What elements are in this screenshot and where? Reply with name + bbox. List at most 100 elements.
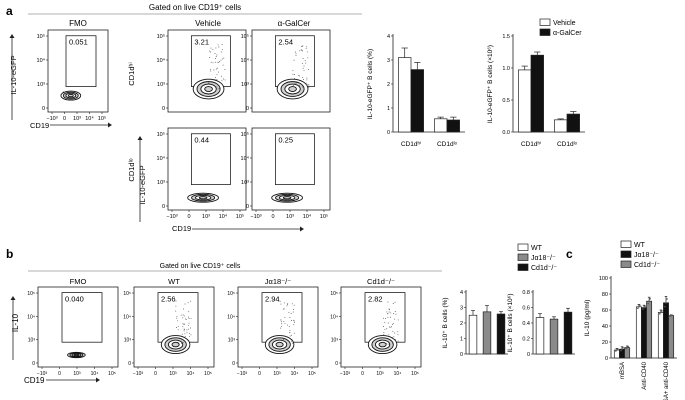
legend-swatch: [620, 240, 632, 248]
replicate-point: [661, 310, 663, 312]
flow-y-tick-label: 10⁴: [227, 314, 235, 320]
flow-event-dot: [176, 327, 177, 328]
flow-event-dot: [177, 341, 179, 343]
flow-event-dot: [221, 79, 223, 81]
flow-event-dot: [216, 54, 218, 56]
bar-y-tick-label: 80: [602, 292, 608, 298]
replicate-point: [649, 298, 651, 300]
replicate-point: [639, 304, 641, 307]
replicate-point: [666, 298, 668, 300]
flow-y-tick-label: 10⁵: [330, 291, 338, 297]
bar-charts-layer: 0 1 2 3 4 IL-10-eGFP⁺ B cells (%) CD1dʰⁱ CD1dˡᵒ…: [367, 18, 677, 400]
bar-y-tick-label: 0.0: [502, 130, 510, 136]
flow-event-dot: [209, 68, 211, 70]
panel-b-letter: b: [6, 247, 13, 261]
flow-y-tick-label: 0: [232, 361, 235, 367]
flow-event-dot: [300, 49, 302, 51]
flow-y-tick-label: 10³: [37, 82, 45, 88]
flow-event-dot: [183, 315, 185, 317]
flow-event-dot: [394, 311, 396, 312]
flow-event-dot: [287, 303, 289, 305]
flow-plot: 0.44: [167, 127, 247, 211]
flow-x-tick-label: 10⁴: [187, 371, 195, 377]
flow-event-dot: [392, 337, 393, 339]
flow-density-contour: [282, 196, 292, 200]
flow-event-dot: [303, 65, 305, 67]
flow-x-tick-label: −10³: [37, 371, 47, 377]
flow-event-dot: [295, 53, 297, 55]
flow-event-dot: [291, 303, 293, 305]
panel-a-fmo-x-arrowhead: [108, 122, 112, 128]
flow-event-dot: [219, 61, 221, 63]
flow-event-dot: [308, 87, 310, 89]
flow-event-dot: [215, 56, 217, 57]
flow-gate-percent: 3.21: [194, 38, 209, 47]
flow-x-tick-label: −10³: [46, 116, 57, 122]
flow-event-dot: [280, 327, 282, 329]
flow-x-tick-label: 10⁴: [85, 115, 94, 122]
flow-event-dot: [218, 87, 220, 89]
flow-event-dot: [291, 320, 292, 321]
bar-y-tick-label: 0.2: [522, 337, 530, 343]
flow-event-dot: [281, 326, 283, 328]
flow-event-dot: [383, 326, 384, 327]
flow-density-contour: [275, 341, 284, 348]
bar: [641, 307, 647, 359]
replicate-point: [626, 346, 628, 349]
bar-category-label: mBSA+ anti-CD40: [664, 361, 670, 400]
bar-category-label: CD1dʰⁱ: [521, 140, 541, 148]
replicate-point: [616, 349, 618, 351]
flow-x-tick-label: 0: [361, 371, 364, 377]
replicate-point: [615, 350, 617, 352]
flow-event-dot: [184, 303, 186, 305]
flow-x-tick-label: 10⁴: [91, 371, 99, 377]
flow-event-dot: [298, 74, 300, 76]
flow-y-tick-label: 10⁵: [123, 291, 131, 297]
flow-event-dot: [301, 86, 303, 88]
flow-event-dot: [308, 69, 309, 71]
flow-event-dot: [305, 62, 307, 64]
flow-event-dot: [299, 82, 301, 84]
panel-b-y-arrowhead: [10, 296, 16, 300]
flow-event-dot: [305, 47, 307, 49]
panel-a-row2-label: CD1dˡᵒ: [127, 158, 136, 181]
flow-event-dot: [389, 316, 391, 318]
flow-event-dot: [220, 75, 222, 77]
legend-swatch: [620, 250, 632, 258]
flow-x-tick-label: −10³: [340, 371, 350, 377]
flow-event-dot: [386, 311, 388, 313]
bar: [530, 54, 544, 133]
flow-event-dot: [305, 82, 307, 84]
bar-y-tick-label: 40: [602, 324, 608, 330]
flow-y-tick-label: 10³: [28, 338, 36, 344]
flow-event-dot: [302, 50, 303, 52]
flow-event-dot: [222, 48, 224, 50]
flow-event-dot: [221, 44, 223, 45]
flow-y-tick-label: 10⁵: [157, 131, 165, 138]
bar-y-tick-label: 3: [460, 306, 463, 312]
panel-a-row1-label: CD1dʰⁱ: [127, 62, 136, 85]
flow-gate-percent: 0.040: [65, 295, 84, 304]
flow-gate-percent: 2.56: [161, 295, 176, 304]
panel-b-plot-title: Cd1d⁻/⁻: [367, 277, 395, 286]
flow-event-dot: [290, 313, 292, 315]
bar: [496, 313, 506, 355]
flow-event-dot: [304, 60, 306, 62]
flow-event-dot: [217, 67, 219, 69]
flow-gate-box: [190, 133, 231, 185]
flow-event-dot: [384, 322, 386, 324]
flow-event-dot: [182, 317, 184, 319]
flow-event-dot: [302, 67, 304, 69]
flow-event-dot: [175, 305, 177, 307]
flow-density-contour: [288, 86, 297, 92]
flow-y-tick-label: 0: [32, 361, 35, 367]
panel-a-gate-header: Gated on live CD19⁺ cells: [149, 3, 241, 12]
flow-event-dot: [390, 326, 392, 328]
bar-category-label: CD1dʰⁱ: [401, 140, 421, 148]
panel-b-plot-title: FMO: [70, 277, 87, 286]
bar-y-tick-label: 100: [599, 276, 608, 282]
flow-event-dot: [292, 311, 294, 313]
bar-y-axis-label: IL-10⁺ B cells (%): [442, 297, 449, 348]
flow-event-dot: [288, 326, 290, 328]
flow-event-dot: [306, 77, 308, 79]
